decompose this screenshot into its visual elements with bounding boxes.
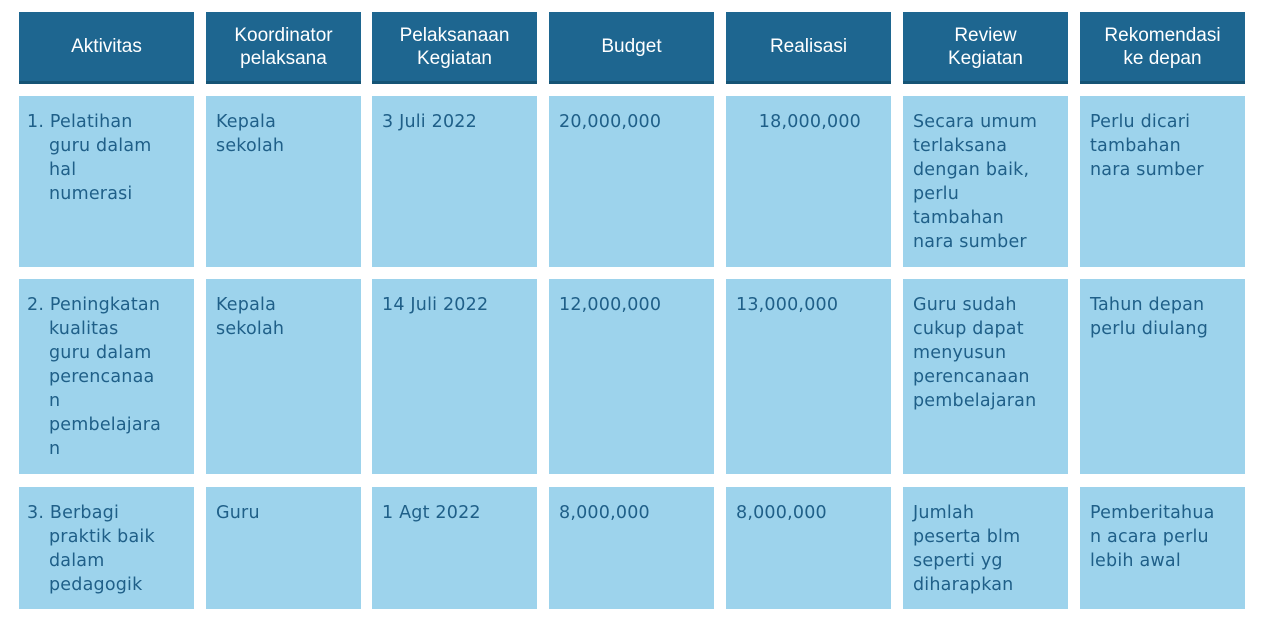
row3-aktivitas: 3. Berbagi praktik baik dalam pedagogik (19, 487, 194, 609)
row2-rekomendasi: Tahun depan perlu diulang (1080, 279, 1245, 474)
row2-realisasi: 13,000,000 (726, 279, 891, 474)
row2-pelaksanaan: 14 Juli 2022 (372, 279, 537, 474)
row1-koordinator: Kepala sekolah (206, 96, 361, 267)
row3-pelaksanaan: 1 Agt 2022 (372, 487, 537, 609)
header-pelaksanaan: Pelaksanaan Kegiatan (372, 12, 537, 84)
row3-koordinator: Guru (206, 487, 361, 609)
row3-budget: 8,000,000 (549, 487, 714, 609)
row1-aktivitas: 1. Pelatihan guru dalam hal numerasi (19, 96, 194, 267)
row1-realisasi: 18,000,000 (726, 96, 891, 267)
row2-aktivitas: 2. Peningkatan kualitas guru dalam peren… (19, 279, 194, 474)
header-koordinator: Koordinator pelaksana (206, 12, 361, 84)
row3-rekomendasi: Pemberitahua n acara perlu lebih awal (1080, 487, 1245, 609)
row1-review: Secara umum terlaksana dengan baik, perl… (903, 96, 1068, 267)
row2-review: Guru sudah cukup dapat menyusun perencan… (903, 279, 1068, 474)
row2-budget: 12,000,000 (549, 279, 714, 474)
header-rekomendasi: Rekomendasi ke depan (1080, 12, 1245, 84)
row3-realisasi: 8,000,000 (726, 487, 891, 609)
header-realisasi: Realisasi (726, 12, 891, 84)
header-aktivitas: Aktivitas (19, 12, 194, 84)
row1-budget: 20,000,000 (549, 96, 714, 267)
header-review: Review Kegiatan (903, 12, 1068, 84)
row3-review: Jumlah peserta blm seperti yg diharapkan (903, 487, 1068, 609)
row2-koordinator: Kepala sekolah (206, 279, 361, 474)
header-budget: Budget (549, 12, 714, 84)
row1-pelaksanaan: 3 Juli 2022 (372, 96, 537, 267)
row1-rekomendasi: Perlu dicari tambahan nara sumber (1080, 96, 1245, 267)
